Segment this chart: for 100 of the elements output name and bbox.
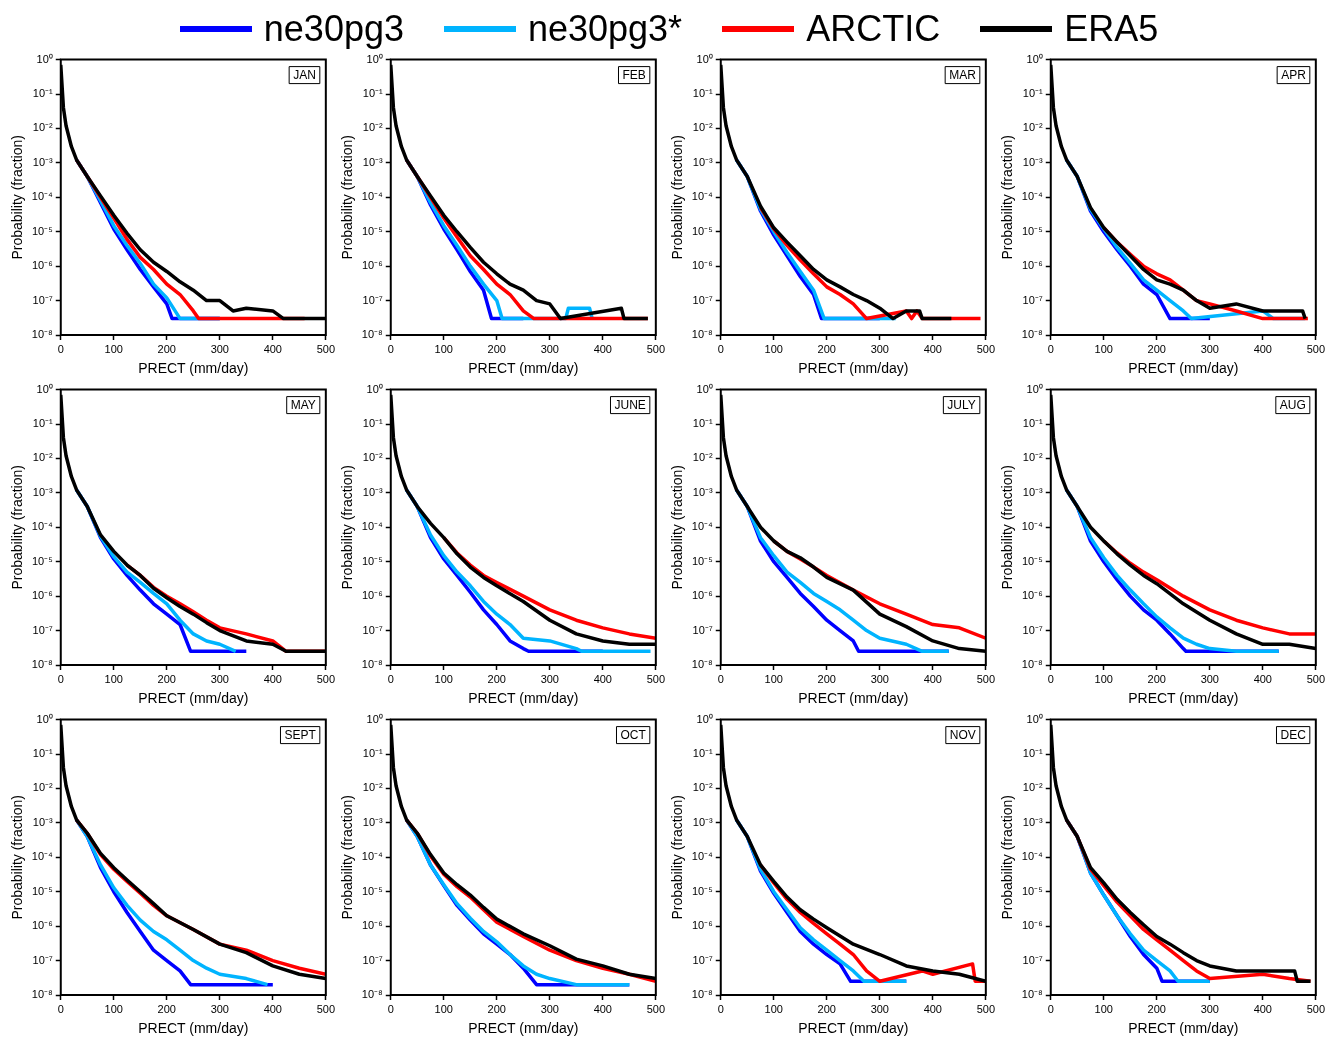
x-tick-label: 0 [57,342,64,355]
x-tick-label: 100 [1094,342,1113,355]
y-tick-label: 10⁻¹ [692,87,714,100]
y-tick-label: 10⁻⁷ [32,953,53,966]
x-tick-label: 200 [487,342,506,355]
y-tick-label: 10⁻⁷ [362,953,383,966]
y-tick-label: 10⁻⁴ [31,850,54,863]
y-axis-title: Probability (fraction) [339,135,356,260]
x-tick-label: 100 [104,342,123,355]
y-tick-label: 10⁻⁴ [691,190,714,203]
y-tick-label: 10⁻⁸ [361,988,383,1001]
y-tick-label: 10⁻⁵ [691,554,713,567]
x-tick-label: 300 [210,672,229,685]
y-tick-label: 10⁰ [696,382,713,395]
y-tick-label: 10⁻⁶ [1022,589,1043,602]
y-tick-label: 10⁻⁴ [361,520,384,533]
y-axis-title: Probability (fraction) [669,135,686,260]
y-tick-label: 10⁻⁸ [1021,988,1043,1001]
x-axis-title: PRECT (mm/day) [138,360,249,377]
x-tick-label: 100 [764,1002,783,1015]
y-tick-label: 10⁻⁶ [692,259,713,272]
x-tick-label: 100 [1094,672,1113,685]
x-tick-label: 100 [764,672,783,685]
y-axis-title: Probability (fraction) [339,465,356,590]
x-axis-title: PRECT (mm/day) [1128,690,1239,707]
x-tick-label: 200 [817,1002,836,1015]
y-tick-label: 10⁻⁴ [1021,190,1044,203]
x-tick-label: 500 [1306,1002,1325,1015]
y-tick-label: 10⁻⁵ [1021,884,1043,897]
x-tick-label: 500 [316,1002,335,1015]
y-tick-label: 10⁻⁶ [1022,919,1043,932]
x-tick-label: 300 [870,1002,889,1015]
y-tick-label: 10⁰ [36,382,53,395]
y-tick-label: 10⁻¹ [32,747,54,760]
y-tick-label: 10⁻³ [362,485,384,498]
x-tick-label: 200 [157,1002,176,1015]
x-axis-title: PRECT (mm/day) [798,690,909,707]
y-tick-label: 10⁻⁵ [361,554,383,567]
y-tick-label: 10⁻³ [362,155,384,168]
annotation: NOV [949,727,976,742]
y-tick-label: 10⁻² [362,121,384,134]
x-tick-label: 0 [387,1002,394,1015]
y-tick-label: 10⁻⁵ [31,224,53,237]
y-tick-label: 10⁻¹ [1022,87,1044,100]
annotation: MAR [949,67,977,82]
annotation: JAN [293,67,316,82]
x-tick-label: 400 [263,1002,282,1015]
y-axis-title: Probability (fraction) [999,795,1016,920]
annotation: AUG [1279,397,1306,412]
x-tick-label: 200 [1147,672,1166,685]
x-tick-label: 300 [210,1002,229,1015]
x-tick-label: 400 [1253,1002,1272,1015]
x-tick-label: 0 [57,672,64,685]
x-tick-label: 0 [717,672,724,685]
y-tick-label: 10⁻³ [32,815,54,828]
x-tick-label: 200 [157,342,176,355]
y-tick-label: 10⁻¹ [362,87,384,100]
x-tick-label: 400 [1253,342,1272,355]
y-tick-label: 10⁰ [366,382,383,395]
x-tick-label: 400 [263,342,282,355]
y-tick-label: 10⁰ [366,52,383,65]
y-tick-label: 10⁻² [362,451,384,464]
y-tick-label: 10⁻¹ [692,747,714,760]
x-tick-label: 0 [1047,342,1054,355]
y-tick-label: 10⁻⁸ [31,328,53,341]
y-tick-label: 10⁰ [696,52,713,65]
y-tick-label: 10⁰ [36,712,53,725]
x-tick-label: 100 [434,672,453,685]
y-tick-label: 10⁻³ [692,485,714,498]
x-tick-label: 0 [387,342,394,355]
y-tick-label: 10⁻⁴ [691,520,714,533]
y-tick-label: 10⁻⁶ [32,589,53,602]
y-tick-label: 10⁻² [32,781,54,794]
x-tick-label: 300 [540,342,559,355]
y-axis-title: Probability (fraction) [999,135,1016,260]
annotation: JUNE [614,397,646,412]
y-tick-label: 10⁰ [366,712,383,725]
x-tick-label: 400 [593,1002,612,1015]
y-tick-label: 10⁻³ [362,815,384,828]
y-tick-label: 10⁻¹ [362,417,384,430]
y-tick-label: 10⁻⁶ [692,919,713,932]
x-tick-label: 500 [976,672,995,685]
legend-label: ERA5 [1064,8,1159,50]
x-axis-title: PRECT (mm/day) [798,1020,909,1037]
x-tick-label: 400 [923,1002,942,1015]
y-tick-label: 10⁻⁷ [692,953,713,966]
y-tick-label: 10⁻⁵ [361,884,383,897]
x-tick-label: 500 [316,342,335,355]
x-tick-label: 500 [976,1002,995,1015]
x-tick-label: 400 [593,672,612,685]
y-tick-label: 10⁻⁸ [691,658,713,671]
x-tick-label: 400 [923,342,942,355]
y-tick-label: 10⁻⁶ [362,259,383,272]
annotation: OCT [620,727,647,742]
x-tick-label: 400 [923,672,942,685]
y-tick-label: 10⁻¹ [32,87,54,100]
x-tick-label: 300 [540,672,559,685]
y-tick-label: 10⁻⁷ [362,623,383,636]
x-tick-label: 300 [540,1002,559,1015]
x-tick-label: 200 [817,672,836,685]
